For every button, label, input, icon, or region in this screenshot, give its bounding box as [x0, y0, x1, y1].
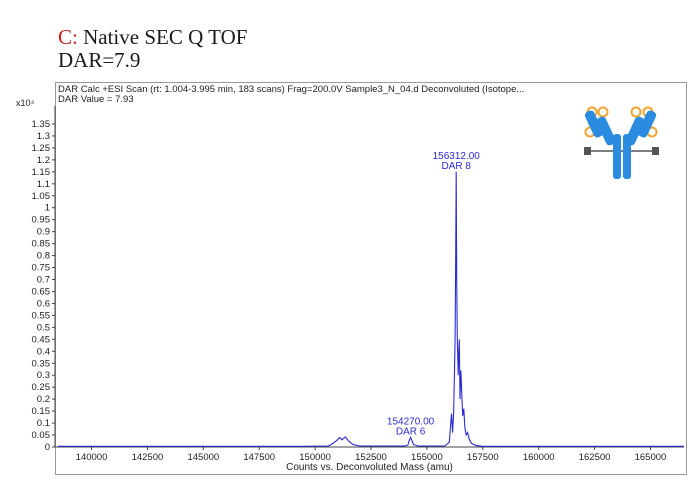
y-tick-label: 0 — [45, 442, 50, 453]
heavy-chain-arm-left — [596, 116, 616, 146]
y-tick-label: 0.1 — [37, 418, 50, 429]
x-tick-label: 145000 — [187, 452, 219, 463]
y-tick-label: 0.85 — [32, 239, 51, 250]
y-tick-label: 0.9 — [37, 227, 50, 238]
dar-value-text: DAR Value = 7.93 — [58, 94, 134, 105]
light-chain-right — [637, 110, 657, 138]
antibody-drug-conjugate-icon — [584, 106, 659, 179]
panel-letter: C: — [58, 25, 78, 49]
y-tick-label: 1.1 — [37, 179, 50, 190]
y-tick-label: 0.55 — [32, 310, 51, 321]
scan-title: DAR Calc +ESI Scan (rt: 1.004-3.995 min,… — [58, 85, 525, 95]
y-tick-label: 1.35 — [32, 119, 51, 130]
x-axis-label: Counts vs. Deconvoluted Mass (amu) — [286, 462, 453, 473]
y-tick-label: 0.05 — [32, 430, 51, 441]
y-tick-label: 1.25 — [32, 143, 51, 154]
peak-mass-label: 156312.00 — [433, 151, 481, 162]
y-axis-exponent: x10⁴ — [16, 98, 35, 108]
x-tick-label: 162500 — [579, 452, 611, 463]
peak-dar-label: DAR 6 — [396, 426, 426, 437]
y-tick-label: 1.2 — [37, 155, 50, 166]
fc-stem-left — [613, 134, 621, 179]
y-tick-label: 0.7 — [37, 275, 50, 286]
linker-end-right — [652, 147, 659, 155]
y-tick-label: 0.5 — [37, 322, 50, 333]
peak-mass-label: 154270.00 — [387, 416, 435, 427]
y-axis-ticks: 00.050.10.150.20.250.30.350.40.450.50.55… — [32, 119, 55, 453]
fc-stem-right — [623, 134, 631, 179]
light-chain-left — [584, 110, 604, 138]
x-tick-label: 160000 — [523, 452, 555, 463]
x-tick-label: 152500 — [355, 452, 387, 463]
y-tick-label: 0.8 — [37, 251, 50, 262]
y-tick-label: 0.6 — [37, 298, 50, 309]
peak-dar-label: DAR 8 — [441, 161, 471, 172]
heading-title: Native SEC Q TOF — [77, 25, 248, 49]
y-tick-label: 0.35 — [32, 358, 51, 369]
y-tick-label: 0.15 — [32, 406, 51, 417]
heading-dar: DAR=7.9 — [58, 48, 141, 72]
spectrum-panel — [55, 82, 687, 475]
x-tick-label: 165000 — [635, 452, 667, 463]
y-tick-label: 0.3 — [37, 370, 50, 381]
x-tick-label: 147500 — [243, 452, 275, 463]
chart-axes — [54, 106, 684, 448]
x-axis-ticks: 140000 142500 145000 147500 150000 152500 1550… — [76, 447, 667, 463]
spectrum-trace — [58, 171, 684, 447]
y-tick-label: 0.2 — [37, 394, 50, 405]
x-tick-label: 157500 — [467, 452, 499, 463]
y-tick-label: 0.65 — [32, 286, 51, 297]
figure-heading: C: Native SEC Q TOF DAR=7.9 — [58, 26, 247, 72]
drug-payload-icon — [630, 106, 642, 118]
y-tick-label: 0.25 — [32, 382, 51, 393]
y-tick-label: 0.45 — [32, 334, 51, 345]
y-tick-label: 0.95 — [32, 215, 51, 226]
heading-title-line: C: Native SEC Q TOF — [58, 26, 247, 49]
x-tick-label: 142500 — [132, 452, 164, 463]
y-tick-label: 1.15 — [32, 167, 51, 178]
y-tick-label: 1 — [45, 203, 50, 214]
x-tick-label: 150000 — [299, 452, 331, 463]
y-tick-label: 0.75 — [32, 263, 51, 274]
x-tick-label: 155000 — [411, 452, 443, 463]
drug-payload-icon — [597, 106, 609, 118]
linker-end-left — [584, 147, 591, 155]
x-tick-label: 140000 — [76, 452, 108, 463]
y-tick-label: 0.4 — [37, 346, 50, 357]
y-tick-label: 1.3 — [37, 131, 50, 142]
y-tick-label: 1.05 — [32, 191, 51, 202]
